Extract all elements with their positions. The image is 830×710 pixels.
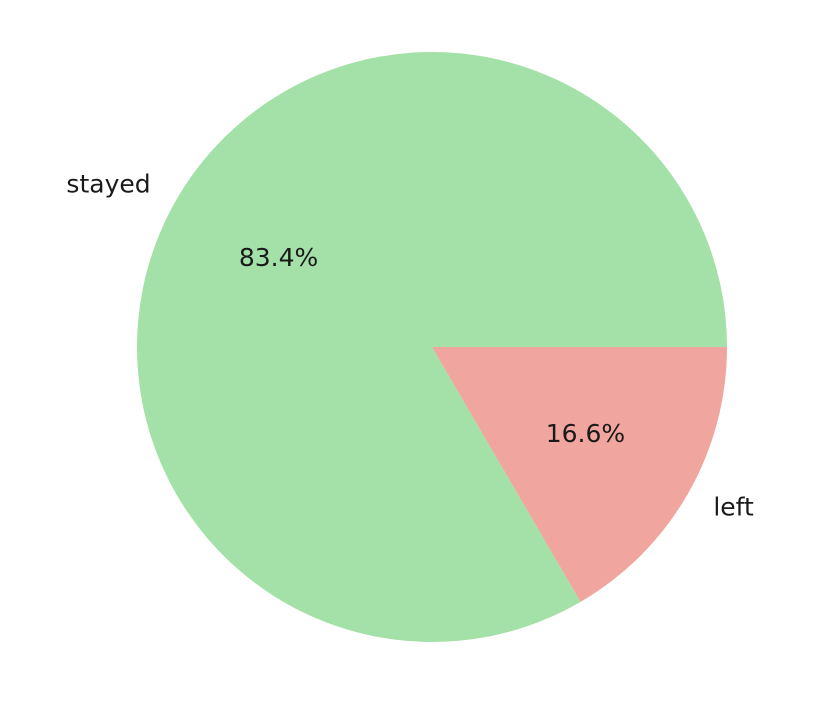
pie-slice-left <box>432 347 727 602</box>
pie-labels: stayed 83.4% left 16.6% <box>66 169 754 521</box>
pie-slices <box>137 51 727 643</box>
percent-label-left: 16.6% <box>546 419 625 448</box>
slice-label-stayed: stayed <box>66 169 150 198</box>
slice-label-left: left <box>713 493 754 522</box>
percent-label-stayed: 83.4% <box>239 243 318 272</box>
